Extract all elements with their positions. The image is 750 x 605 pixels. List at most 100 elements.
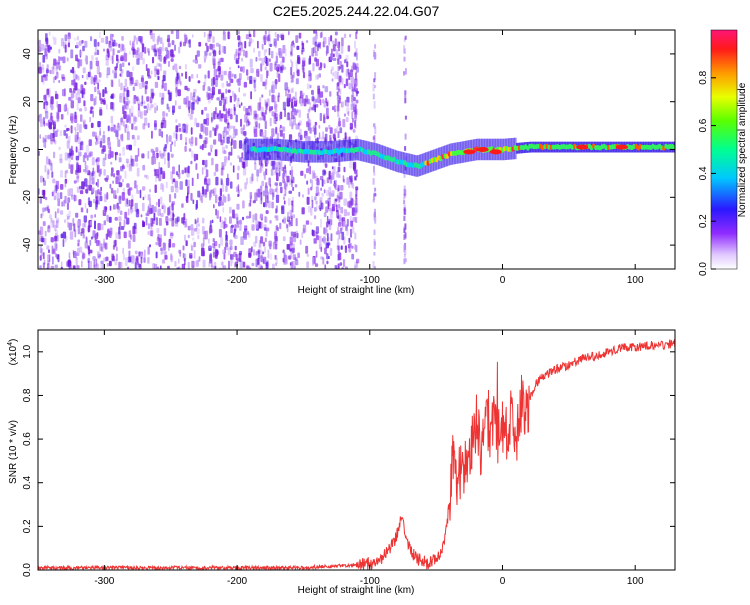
spectrogram-noise-cell: [89, 69, 91, 73]
spectrogram-noise-cell: [129, 40, 131, 46]
spectrogram-streak-cell: [290, 79, 293, 83]
spectrogram-streak-cell: [337, 99, 340, 108]
spectrogram-streak-cell: [403, 172, 406, 178]
spectrogram-noise-cell: [294, 91, 297, 100]
spectrogram-noise-cell: [129, 108, 131, 116]
spectrogram-noise-cell: [178, 127, 182, 132]
spectrogram-noise-cell: [343, 33, 347, 39]
spectrogram-noise-cell: [68, 210, 71, 218]
spectrogram-noise-cell: [190, 224, 194, 231]
spectrogram-noise-cell: [289, 117, 292, 127]
spectrogram-streak-cell: [372, 178, 375, 185]
spectrogram-noise-cell: [162, 42, 164, 52]
spectrogram-noise-cell: [172, 178, 176, 183]
spectrogram-noise-cell: [313, 46, 316, 53]
spectrogram-noise-cell: [142, 221, 145, 227]
spectrogram-noise-cell: [248, 30, 251, 37]
spectrogram-noise-cell: [232, 90, 234, 98]
spectrogram-noise-cell: [170, 49, 174, 57]
spectrogram-noise-cell: [92, 131, 96, 137]
spectrogram-noise-cell: [190, 127, 193, 135]
spectrogram-noise-cell: [63, 104, 66, 111]
spectrogram-noise-cell: [258, 242, 262, 251]
spectrogram-noise-cell: [179, 252, 182, 257]
spectrogram-noise-cell: [199, 145, 203, 150]
spectrogram-streak-cell: [373, 193, 375, 200]
spectrogram-noise-cell: [73, 265, 76, 269]
spectrogram-noise-cell: [91, 157, 95, 166]
spectrogram-noise-cell: [251, 224, 255, 231]
spectrogram-noise-cell: [130, 234, 133, 240]
spectrogram-streak-cell: [355, 197, 358, 205]
spectrogram-noise-cell: [128, 163, 133, 172]
spectrogram-noise-cell: [299, 134, 303, 141]
spectrogram-noise-cell: [155, 175, 157, 183]
spectrogram-noise-cell: [204, 107, 207, 111]
spectrogram-noise-cell: [223, 150, 227, 154]
spectrogram-noise-cell: [328, 36, 331, 46]
spectrogram-noise-cell: [220, 222, 224, 228]
spectrogram-noise-cell: [111, 253, 115, 261]
spectrogram-noise-cell: [312, 257, 315, 266]
colorbar-gradient: [710, 29, 738, 270]
spectrogram-noise-cell: [68, 252, 71, 258]
spectrogram-noise-cell: [113, 126, 117, 132]
spectrogram-noise-cell: [87, 260, 90, 269]
spectrogram-noise-cell: [334, 108, 337, 113]
spectrogram-noise-cell: [283, 193, 286, 197]
spectrogram-noise-cell: [144, 117, 148, 126]
spectrogram-noise-cell: [212, 86, 215, 96]
spectrogram-noise-cell: [241, 152, 244, 159]
spectrogram-noise-cell: [83, 100, 86, 107]
spectrogram-noise-cell: [86, 74, 89, 80]
spectrogram-noise-cell: [205, 51, 208, 59]
colorbar-ticks: 0.00.20.40.60.8: [698, 70, 716, 276]
spectrogram-streak-cell: [276, 188, 279, 194]
spectrogram-noise-cell: [49, 214, 52, 219]
spectrogram-noise-cell: [135, 209, 140, 218]
spectrogram-noise-cell: [240, 188, 243, 192]
spectrogram-noise-cell: [124, 170, 127, 179]
spectrogram-noise-cell: [326, 253, 329, 260]
spectrogram-streak-cell: [264, 99, 267, 106]
spectrogram-noise-cell: [326, 115, 329, 120]
spectrogram-noise-cell: [220, 139, 224, 146]
spectrogram-noise-cell: [137, 103, 140, 111]
spectrogram-noise-cell: [171, 243, 176, 248]
spectrogram-noise-cell: [292, 231, 297, 238]
spectrogram-noise-cell: [284, 164, 286, 170]
spectrogram-noise-cell: [314, 196, 317, 201]
spectrogram-noise-cell: [239, 260, 243, 269]
spectrogram-streak-cell: [374, 187, 377, 192]
spectrogram-noise-cell: [160, 251, 163, 255]
colorbar-tick-label: 0.6: [698, 118, 709, 132]
spectrogram-streak-cell: [275, 126, 278, 134]
spectrogram-noise-cell: [118, 157, 122, 163]
spectrogram-noise-cell: [209, 144, 213, 149]
spectrogram-noise-cell: [230, 254, 234, 260]
spectrogram-noise-cell: [325, 127, 328, 132]
spectrogram-noise-cell: [355, 261, 358, 268]
spectrogram-noise-cell: [244, 228, 248, 232]
spectrogram-noise-cell: [230, 225, 233, 234]
spectrogram-noise-cell: [82, 253, 86, 259]
spectrogram-noise-cell: [307, 117, 310, 125]
spectrogram-noise-cell: [331, 66, 334, 71]
spectrogram-noise-cell: [86, 208, 89, 214]
spectrogram-noise-cell: [185, 137, 187, 145]
spectrogram-noise-cell: [50, 134, 53, 141]
spectrogram-noise-cell: [66, 107, 69, 116]
spectrogram-noise-cell: [337, 122, 340, 126]
spectrogram-noise-cell: [187, 107, 190, 111]
spectrogram-noise-cell: [189, 113, 193, 120]
spectrogram-noise-cell: [110, 127, 114, 132]
spectrogram-noise-cell: [322, 85, 325, 89]
spectrogram-noise-cell: [39, 196, 42, 204]
spectrogram-noise-cell: [240, 66, 243, 72]
spectrogram-noise-cell: [128, 100, 131, 104]
spectrogram-noise-cell: [255, 220, 259, 229]
spectrogram-noise-cell: [271, 86, 274, 93]
spectrogram-noise-cell: [68, 163, 71, 169]
spectrogram-noise-cell: [144, 174, 147, 178]
spectrogram-noise-cell: [350, 220, 354, 227]
